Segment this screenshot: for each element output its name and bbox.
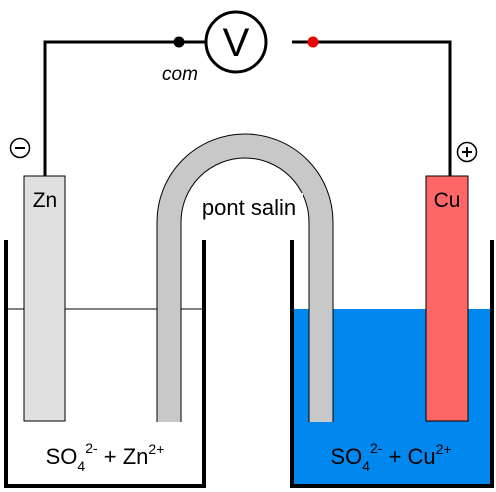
circuit-wire-right — [292, 40, 452, 176]
salt-bridge-label: pont salin — [202, 195, 296, 220]
left-beaker — [4, 240, 206, 488]
com-label: com — [162, 64, 198, 85]
zinc-solution-label: SO42- + Zn2+ — [46, 440, 165, 474]
positive-terminal — [307, 36, 319, 48]
copper-electrode — [425, 175, 469, 422]
salt-bridge-label-bg — [193, 193, 303, 221]
voltmeter-body — [204, 10, 268, 74]
right-beaker — [290, 240, 494, 488]
positive-sign-icon — [456, 141, 478, 163]
copper-solution-label: SO42- + Cu2+ — [330, 440, 451, 474]
voltmeter-symbol: V — [223, 21, 250, 65]
com-terminal — [173, 36, 185, 48]
circuit-wire — [43, 40, 206, 176]
zinc-label: Zn — [33, 189, 58, 212]
negative-sign-icon — [9, 137, 31, 159]
zinc-electrode — [23, 175, 66, 422]
copper-label: Cu — [434, 189, 461, 212]
salt-bridge — [157, 134, 333, 422]
